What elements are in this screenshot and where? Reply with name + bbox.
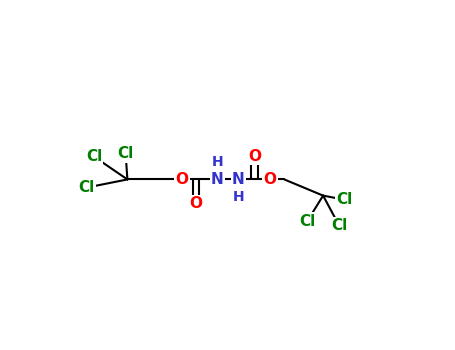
Text: O: O [176, 172, 188, 187]
Text: Cl: Cl [336, 192, 352, 207]
Text: O: O [190, 196, 202, 211]
Text: H: H [212, 155, 223, 169]
Text: N: N [211, 172, 224, 187]
Text: N: N [232, 172, 245, 187]
Text: O: O [248, 149, 261, 164]
Text: Cl: Cl [331, 218, 347, 233]
Text: Cl: Cl [86, 149, 102, 164]
Text: Cl: Cl [299, 214, 315, 229]
Text: Cl: Cl [117, 146, 134, 161]
Text: O: O [264, 172, 277, 187]
Text: H: H [233, 190, 244, 204]
Text: Cl: Cl [79, 180, 95, 195]
